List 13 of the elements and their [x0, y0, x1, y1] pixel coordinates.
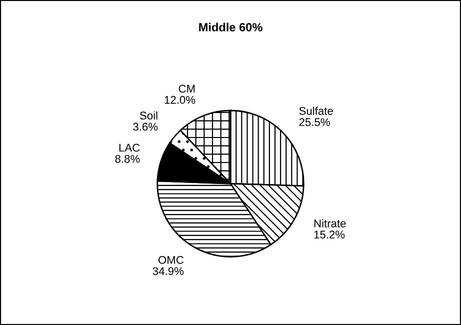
- data-label: 3.6%: [133, 122, 158, 131]
- slice-label: Soil: [140, 111, 158, 120]
- slice-label: Sulfate: [299, 106, 333, 115]
- slice-label: OMC: [158, 256, 184, 264]
- data-label: 25.5%: [299, 118, 330, 126]
- data-label: 12.0%: [164, 96, 196, 104]
- slice-label: Nitrate: [314, 219, 346, 228]
- chart-title: Middle 60%: [199, 22, 262, 32]
- data-label: 15.2%: [314, 230, 345, 239]
- slice-label: LAC: [119, 144, 140, 152]
- data-label: 8.8%: [115, 154, 140, 163]
- slice-label: CM: [178, 84, 195, 93]
- data-label: 34.9%: [152, 267, 184, 276]
